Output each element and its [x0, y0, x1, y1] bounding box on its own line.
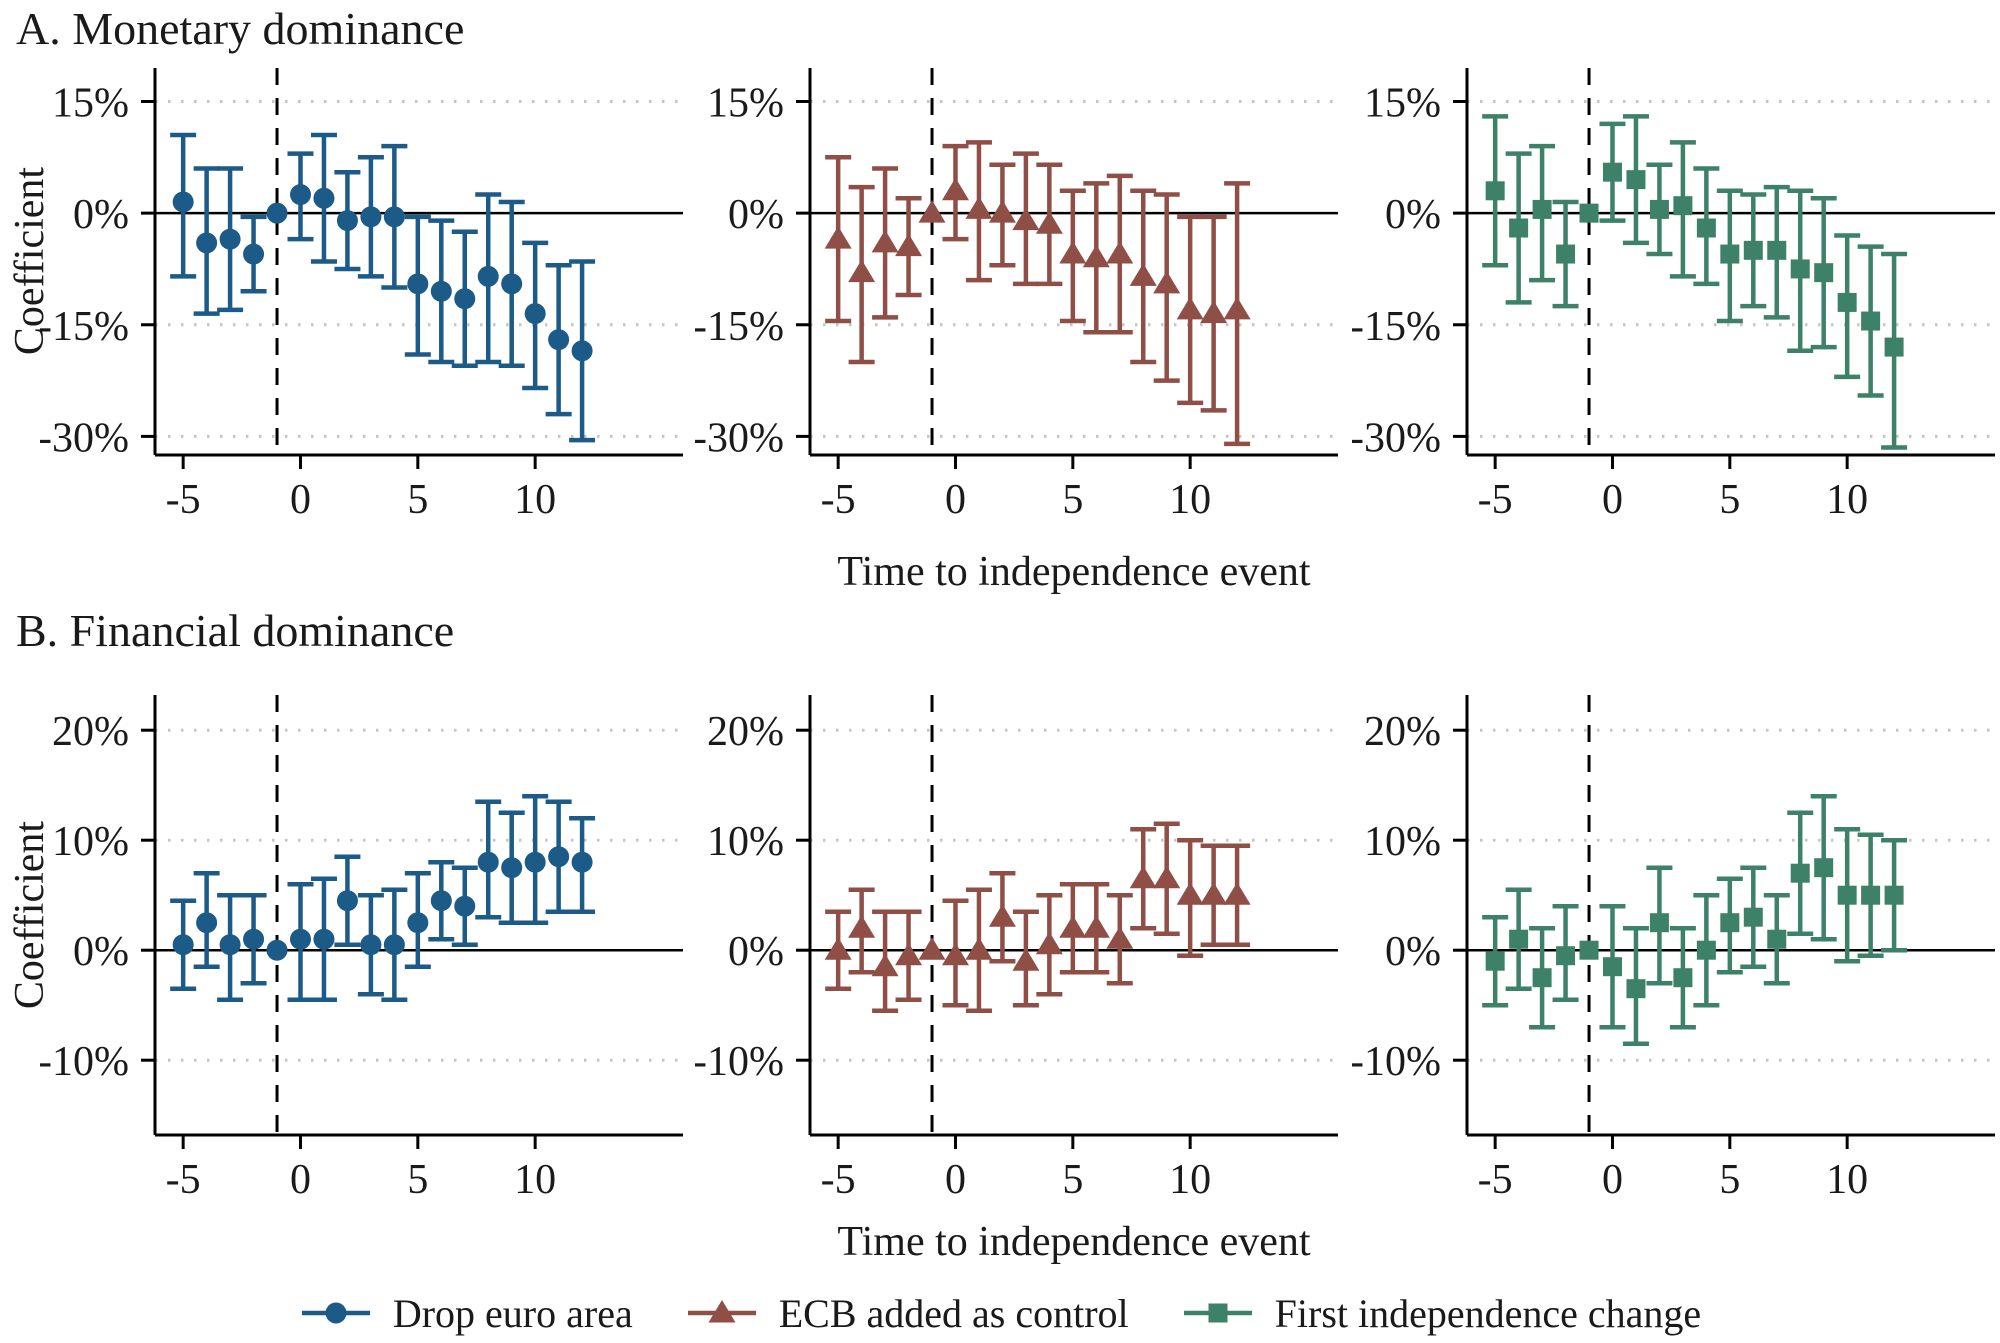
- axes: [141, 695, 683, 1149]
- legend-label: ECB added as control: [778, 1290, 1129, 1336]
- panel-b-chart-first-independence-change: 20% 10% 0% -10% -5 0 5 10: [1352, 695, 1995, 1203]
- svg-text:10%: 10%: [1364, 819, 1441, 865]
- svg-text:-5: -5: [166, 1157, 201, 1203]
- axes: [1453, 695, 1995, 1149]
- svg-text:15%: 15%: [1364, 80, 1441, 126]
- svg-text:-5: -5: [821, 477, 856, 523]
- svg-text:5: 5: [1719, 1157, 1740, 1203]
- circle-marker-icon: [301, 1302, 370, 1324]
- svg-text:0%: 0%: [73, 929, 129, 975]
- legend-item-ecb-added-as-control: ECB added as control: [685, 1290, 1129, 1337]
- svg-text:-15%: -15%: [1352, 304, 1441, 350]
- y-tick-labels: 15% 0% -15% -30%: [40, 80, 129, 461]
- svg-text:-5: -5: [1478, 477, 1513, 523]
- svg-text:0%: 0%: [1385, 192, 1441, 238]
- legend-item-drop-euro-area: Drop euro area: [299, 1290, 633, 1337]
- svg-text:0%: 0%: [728, 929, 784, 975]
- svg-text:0%: 0%: [728, 192, 784, 238]
- svg-text:5: 5: [1062, 477, 1083, 523]
- svg-text:10%: 10%: [52, 819, 129, 865]
- axes: [141, 68, 683, 469]
- x-tick-labels: -5 0 5 10: [166, 477, 556, 523]
- svg-text:0: 0: [290, 1157, 311, 1203]
- svg-text:20%: 20%: [52, 709, 129, 755]
- y-tick-labels: 20% 10% 0% -10%: [1352, 709, 1441, 1085]
- svg-text:0: 0: [290, 477, 311, 523]
- svg-text:-30%: -30%: [40, 415, 129, 461]
- y-tick-labels: 20% 10% 0% -10%: [40, 709, 129, 1085]
- svg-text:-10%: -10%: [695, 1039, 784, 1085]
- svg-text:-30%: -30%: [1352, 415, 1441, 461]
- panel-a-x-axis-title: Time to independence event: [837, 549, 1311, 595]
- panel-a-chart-first-independence-change: 15% 0% -15% -30% -5 0 5 10: [1352, 68, 1995, 523]
- x-tick-labels: -5 0 5 10: [821, 477, 1211, 523]
- panel-a-chart-drop-euro-area: 15% 0% -15% -30% -5 0 5 10: [40, 68, 683, 523]
- svg-text:-5: -5: [1478, 1157, 1513, 1203]
- panel-b-chart-drop-euro-area: 20% 10% 0% -10% -5 0 5 10: [40, 695, 683, 1203]
- svg-text:10: 10: [1169, 477, 1211, 523]
- panel-b-x-axis-title: Time to independence event: [837, 1219, 1311, 1265]
- legend-label: Drop euro area: [392, 1290, 633, 1336]
- series-first-independence-change: [1482, 793, 1908, 1046]
- series-first-independence-change: [1482, 114, 1908, 450]
- svg-text:0%: 0%: [1385, 929, 1441, 975]
- svg-text:5: 5: [1719, 477, 1740, 523]
- svg-text:10: 10: [514, 477, 556, 523]
- svg-text:0%: 0%: [73, 192, 129, 238]
- svg-text:5: 5: [407, 1157, 428, 1203]
- svg-text:0: 0: [1602, 477, 1623, 523]
- svg-text:10: 10: [1169, 1157, 1211, 1203]
- svg-text:10: 10: [1826, 1157, 1868, 1203]
- svg-text:-15%: -15%: [695, 304, 784, 350]
- svg-text:15%: 15%: [707, 80, 784, 126]
- panel-b-chart-ecb-added-as-control: 20% 10% 0% -10% -5 0 5 10: [695, 695, 1338, 1203]
- series-ecb-added-as-control: [824, 821, 1251, 1013]
- series-drop-euro-area: [170, 132, 596, 443]
- legend-label: First independence change: [1274, 1290, 1702, 1336]
- svg-text:0: 0: [945, 1157, 966, 1203]
- svg-text:-10%: -10%: [40, 1039, 129, 1085]
- axes: [796, 68, 1338, 469]
- panel-a-chart-ecb-added-as-control: 15% 0% -15% -30% -5 0 5 10: [695, 68, 1338, 523]
- svg-text:5: 5: [407, 477, 428, 523]
- svg-text:20%: 20%: [1364, 709, 1441, 755]
- series-drop-euro-area: [170, 793, 596, 1002]
- x-tick-labels: -5 0 5 10: [1478, 1157, 1868, 1203]
- series-ecb-added-as-control: [824, 140, 1251, 447]
- svg-text:10: 10: [1826, 477, 1868, 523]
- svg-text:10: 10: [514, 1157, 556, 1203]
- svg-text:5: 5: [1062, 1157, 1083, 1203]
- svg-text:0: 0: [945, 477, 966, 523]
- panel-b-title: B. Financial dominance: [16, 605, 455, 656]
- y-tick-labels: 15% 0% -15% -30%: [1352, 80, 1441, 461]
- x-tick-labels: -5 0 5 10: [166, 1157, 556, 1203]
- x-tick-labels: -5 0 5 10: [821, 1157, 1211, 1203]
- y-tick-labels: 20% 10% 0% -10%: [695, 709, 784, 1085]
- axes: [796, 695, 1338, 1149]
- svg-text:10%: 10%: [707, 819, 784, 865]
- legend-item-first-independence-change: First independence change: [1181, 1290, 1702, 1337]
- svg-text:15%: 15%: [52, 80, 129, 126]
- svg-text:-10%: -10%: [1352, 1039, 1441, 1085]
- svg-text:-5: -5: [821, 1157, 856, 1203]
- square-marker-icon: [1183, 1303, 1252, 1323]
- axes: [1453, 68, 1995, 469]
- svg-text:-15%: -15%: [40, 304, 129, 350]
- triangle-marker-icon: [687, 1300, 756, 1323]
- svg-text:-5: -5: [166, 477, 201, 523]
- svg-text:20%: 20%: [707, 709, 784, 755]
- x-tick-labels: -5 0 5 10: [1478, 477, 1868, 523]
- svg-text:-30%: -30%: [695, 415, 784, 461]
- svg-text:0: 0: [1602, 1157, 1623, 1203]
- panel-a-title: A. Monetary dominance: [16, 3, 465, 54]
- y-tick-labels: 15% 0% -15% -30%: [695, 80, 784, 461]
- legend: Drop euro area ECB added as control Firs…: [0, 1283, 2000, 1343]
